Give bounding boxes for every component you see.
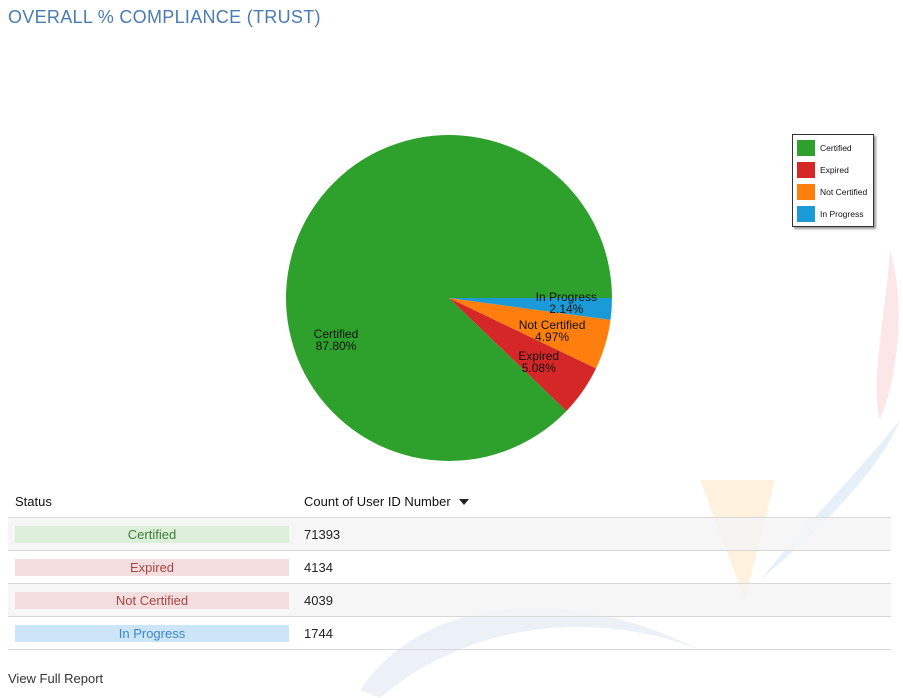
pie-label-percent: 2.14%: [549, 302, 583, 316]
status-cell: Not Certified: [8, 591, 304, 609]
compliance-table: Status Count of User ID Number Certified…: [8, 485, 891, 650]
legend-item-expired: Expired: [797, 161, 849, 179]
pie-label-percent: 4.97%: [535, 330, 569, 344]
pie-label-name: In Progress: [536, 290, 597, 304]
legend-swatch: [797, 140, 815, 156]
column-header-status[interactable]: Status: [15, 493, 52, 509]
legend-item-certified: Certified: [797, 139, 852, 157]
legend-item-not-certified: Not Certified: [797, 183, 867, 201]
page-title: OVERALL % COMPLIANCE (TRUST): [8, 7, 321, 27]
count-cell: 71393: [304, 526, 341, 542]
legend-swatch: [797, 184, 815, 200]
status-badge[interactable]: Certified: [15, 525, 289, 543]
legend-label: In Progress: [820, 209, 864, 219]
status-badge[interactable]: In Progress: [15, 624, 289, 642]
chart-legend: Certified Expired Not Certified In Progr…: [792, 134, 874, 227]
pie-label-percent: 87.80%: [316, 339, 357, 353]
status-badge[interactable]: Expired: [15, 558, 289, 576]
status-badge[interactable]: Not Certified: [15, 591, 289, 609]
legend-item-in-progress: In Progress: [797, 205, 863, 223]
count-cell: 1744: [304, 625, 333, 641]
column-header-count[interactable]: Count of User ID Number: [304, 494, 469, 509]
table-row: Certified 71393: [8, 518, 891, 551]
pie-slice-in-progress[interactable]: [449, 298, 612, 320]
legend-label: Expired: [820, 165, 849, 175]
pie-label-name: Not Certified: [519, 318, 586, 332]
legend-swatch: [797, 162, 815, 178]
pie-label-name: Certified: [314, 327, 359, 341]
count-cell: 4039: [304, 592, 333, 608]
table-row: Not Certified 4039: [8, 584, 891, 617]
status-cell: In Progress: [8, 624, 304, 642]
table-row: Expired 4134: [8, 551, 891, 584]
pie-slice-certified[interactable]: [285, 134, 612, 461]
count-cell: 4134: [304, 559, 333, 575]
pie-label-name: Expired: [518, 349, 559, 363]
pie-slice-expired[interactable]: [449, 298, 597, 412]
status-cell: Certified: [8, 525, 304, 543]
table-row: In Progress 1744: [8, 617, 891, 650]
legend-label: Not Certified: [820, 187, 868, 197]
pie-label-percent: 5.08%: [522, 361, 556, 375]
legend-label: Certified: [820, 143, 852, 153]
status-cell: Expired: [8, 558, 304, 576]
pie-slice-not-certified[interactable]: [449, 298, 611, 369]
view-full-report-link[interactable]: View Full Report: [8, 671, 104, 686]
sort-descending-icon[interactable]: [458, 498, 469, 505]
column-header-count-label: Count of User ID Number: [304, 493, 451, 509]
legend-swatch: [797, 206, 815, 222]
table-header: Status Count of User ID Number: [8, 485, 891, 518]
